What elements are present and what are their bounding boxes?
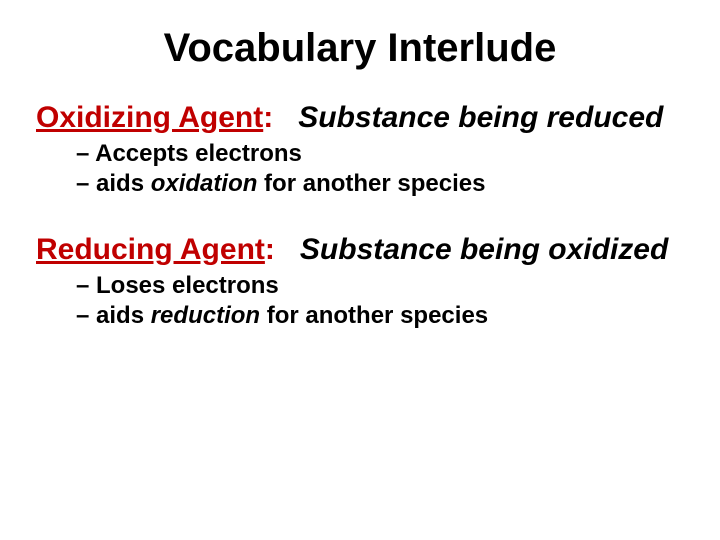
bullet-prefix: – xyxy=(76,140,95,167)
definition-reducing: Substance being oxidized xyxy=(300,233,668,266)
bullets-reducing: – Loses electrons – aids reduction for a… xyxy=(76,271,684,331)
bullet-suffix: for another species xyxy=(257,170,485,197)
term-colon: : xyxy=(263,101,273,134)
term-line-oxidizing: Oxidizing Agent: Substance being reduced xyxy=(36,101,684,135)
slide-title: Vocabulary Interlude xyxy=(36,26,684,71)
definition-oxidizing: Substance being reduced xyxy=(298,101,663,134)
bullet-text: aids xyxy=(96,170,151,197)
bullet-item: – Accepts electrons xyxy=(76,139,684,169)
term-line-reducing: Reducing Agent: Substance being oxidized xyxy=(36,233,684,267)
bullet-item: – aids reduction for another species xyxy=(76,301,684,331)
term-spacer xyxy=(282,101,290,134)
bullet-em: reduction xyxy=(151,302,260,329)
bullet-text: Accepts electrons xyxy=(95,140,302,167)
bullet-item: – aids oxidation for another species xyxy=(76,169,684,199)
bullet-prefix: – xyxy=(76,170,96,197)
bullet-text: Loses electrons xyxy=(96,272,279,299)
term-oxidizing: Oxidizing Agent xyxy=(36,101,263,134)
term-spacer xyxy=(283,233,291,266)
bullet-item: – Loses electrons xyxy=(76,271,684,301)
bullet-prefix: – xyxy=(76,302,96,329)
bullet-em: oxidation xyxy=(151,170,258,197)
term-colon: : xyxy=(265,233,275,266)
bullet-prefix: – xyxy=(76,272,96,299)
bullet-text: aids xyxy=(96,302,151,329)
term-reducing: Reducing Agent xyxy=(36,233,265,266)
bullet-suffix: for another species xyxy=(260,302,488,329)
bullets-oxidizing: – Accepts electrons – aids oxidation for… xyxy=(76,139,684,199)
slide: Vocabulary Interlude Oxidizing Agent: Su… xyxy=(0,0,720,540)
